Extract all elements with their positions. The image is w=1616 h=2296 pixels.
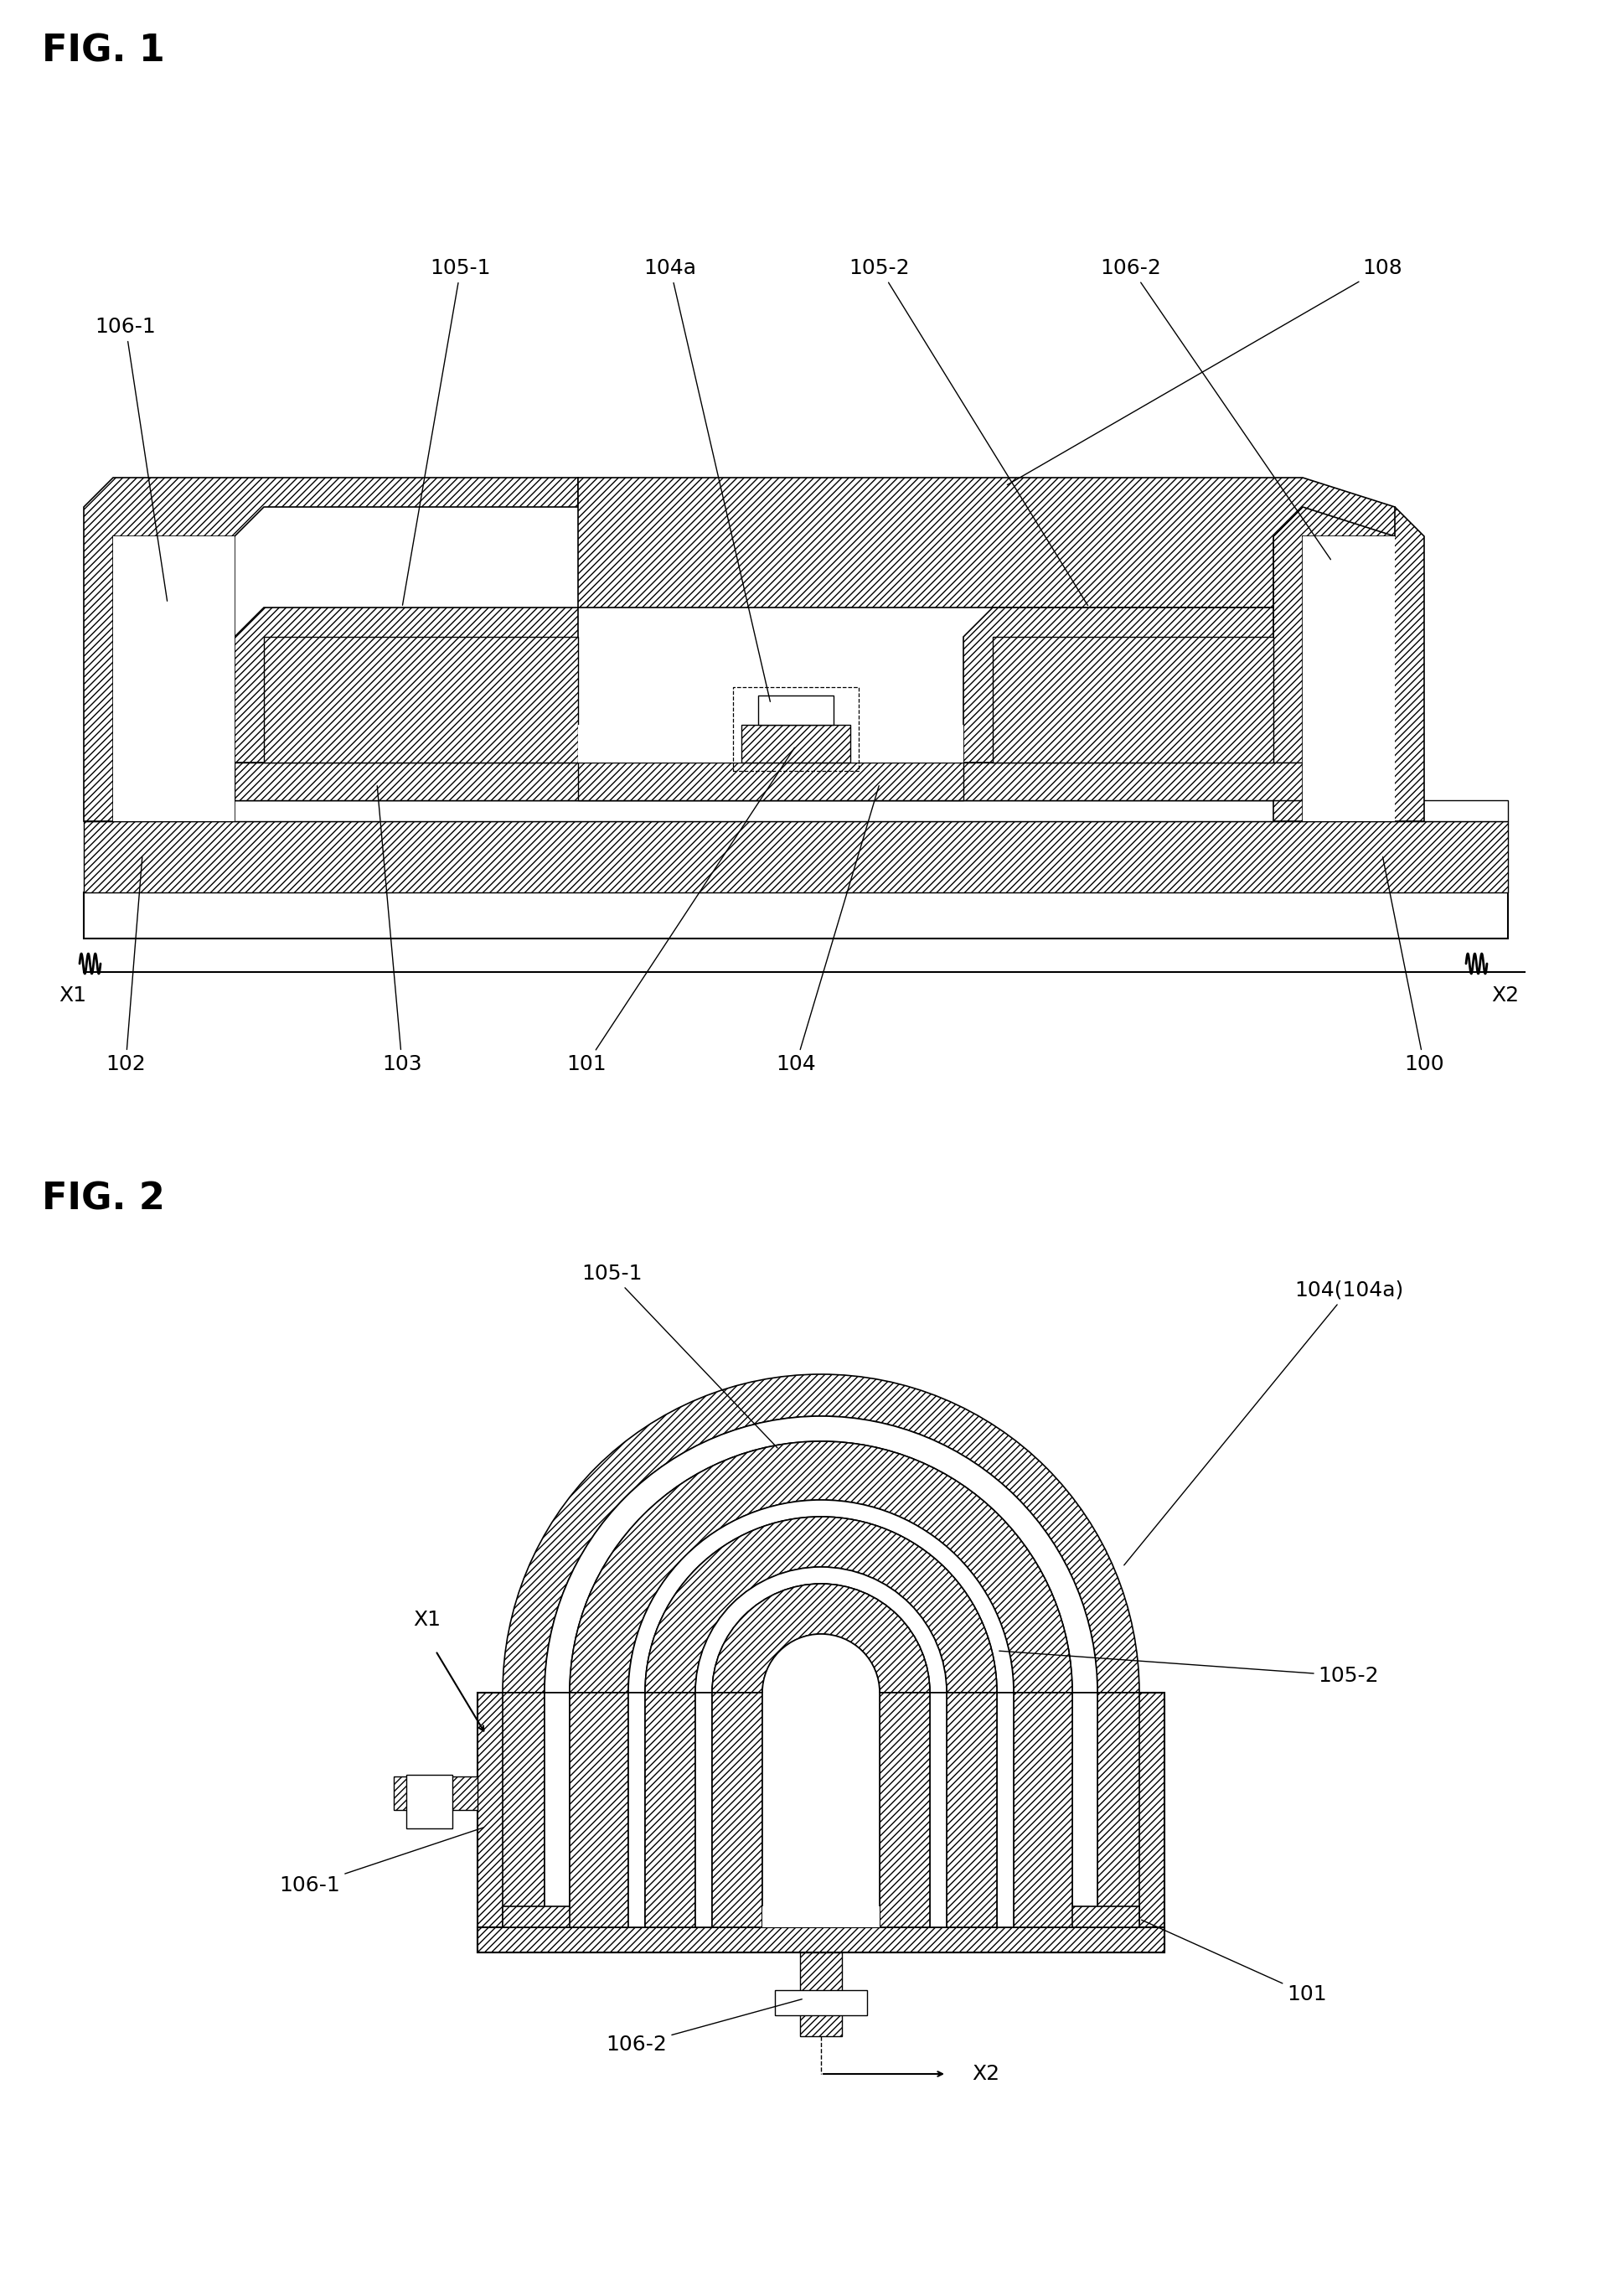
Bar xyxy=(234,762,1357,801)
Polygon shape xyxy=(579,478,1395,608)
Text: X1: X1 xyxy=(414,1609,441,1630)
Bar xyxy=(394,1777,477,1809)
Wedge shape xyxy=(763,1635,879,1692)
Bar xyxy=(734,687,858,771)
Bar xyxy=(992,636,1273,762)
Bar xyxy=(997,1692,1013,1926)
Polygon shape xyxy=(263,636,579,762)
Text: 103: 103 xyxy=(377,785,422,1075)
Wedge shape xyxy=(695,1566,947,1692)
Text: 104(104a): 104(104a) xyxy=(1125,1281,1403,1566)
Bar xyxy=(758,696,834,726)
Text: 105-2: 105-2 xyxy=(999,1651,1378,1685)
Polygon shape xyxy=(992,636,1273,762)
Bar xyxy=(545,1692,570,1926)
Bar xyxy=(477,1926,1165,1952)
Bar xyxy=(579,762,963,801)
Text: FIG. 1: FIG. 1 xyxy=(42,34,165,69)
Text: 106-2: 106-2 xyxy=(1100,257,1330,560)
Bar xyxy=(929,1692,947,1926)
Bar xyxy=(776,1991,868,2016)
Text: 105-1: 105-1 xyxy=(402,257,491,606)
Polygon shape xyxy=(113,537,234,822)
Text: 104: 104 xyxy=(776,785,879,1075)
Bar xyxy=(629,1692,645,1926)
Wedge shape xyxy=(545,1417,1097,1692)
Text: 100: 100 xyxy=(1383,856,1445,1075)
Bar xyxy=(947,1692,997,1926)
Text: 105-2: 105-2 xyxy=(848,257,1088,606)
Text: 106-1: 106-1 xyxy=(280,1828,483,1896)
Bar xyxy=(645,1692,695,1926)
Wedge shape xyxy=(503,1375,1139,1692)
Bar xyxy=(695,1692,713,1926)
Polygon shape xyxy=(963,608,1273,762)
Bar xyxy=(713,1692,763,1926)
Bar xyxy=(570,1692,629,1926)
Wedge shape xyxy=(570,1442,1073,1692)
Bar xyxy=(84,893,1508,939)
Bar xyxy=(879,1692,929,1926)
Wedge shape xyxy=(629,1499,1013,1692)
Bar xyxy=(1097,1692,1139,1926)
Wedge shape xyxy=(713,1584,929,1692)
Bar xyxy=(234,762,1357,801)
Bar xyxy=(406,1775,452,1828)
Text: X2: X2 xyxy=(971,2064,1000,2085)
Bar xyxy=(113,537,234,822)
Text: 105-1: 105-1 xyxy=(582,1263,777,1449)
Bar xyxy=(742,726,850,762)
Bar xyxy=(579,726,963,762)
Bar xyxy=(1073,1692,1097,1926)
Text: FIG. 2: FIG. 2 xyxy=(42,1182,165,1217)
Wedge shape xyxy=(645,1518,997,1692)
Text: 106-1: 106-1 xyxy=(95,317,166,602)
Bar xyxy=(84,822,1508,893)
Bar xyxy=(263,636,579,762)
Polygon shape xyxy=(1302,537,1395,822)
Bar xyxy=(1013,1692,1073,1926)
Text: 106-2: 106-2 xyxy=(606,2000,802,2055)
Text: 108: 108 xyxy=(1007,257,1403,484)
Bar xyxy=(477,1692,1165,1952)
Bar xyxy=(1302,537,1395,822)
Bar xyxy=(503,1906,1139,1926)
Bar xyxy=(503,1692,545,1926)
Bar xyxy=(800,1952,842,2037)
Text: 101: 101 xyxy=(1141,1919,1327,2004)
Bar xyxy=(763,1906,879,1926)
Text: X2: X2 xyxy=(1492,985,1519,1006)
Text: 102: 102 xyxy=(105,856,145,1075)
Polygon shape xyxy=(1273,507,1424,822)
Polygon shape xyxy=(84,478,579,822)
Polygon shape xyxy=(234,608,579,762)
Text: 101: 101 xyxy=(567,748,795,1075)
Bar xyxy=(763,1692,879,1926)
Bar xyxy=(84,801,1508,822)
Text: 104a: 104a xyxy=(643,257,771,703)
Text: X1: X1 xyxy=(58,985,86,1006)
